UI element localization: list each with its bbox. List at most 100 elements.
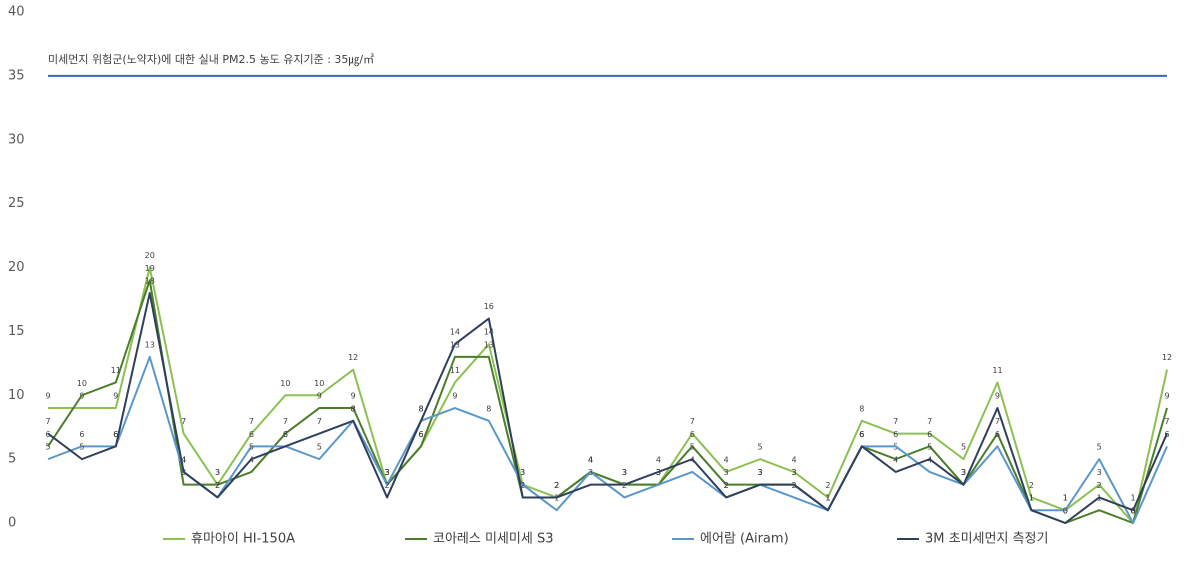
legend-label: 코아레스 미세미세 S3 bbox=[433, 532, 553, 547]
value-label: 4 bbox=[588, 455, 593, 464]
value-label: 9 bbox=[317, 392, 322, 401]
value-label: 3 bbox=[215, 468, 220, 477]
y-tick-label: 25 bbox=[8, 196, 25, 211]
value-label: 6 bbox=[283, 430, 288, 439]
y-tick-label: 20 bbox=[8, 260, 25, 275]
value-label: 2 bbox=[215, 481, 220, 490]
value-label: 1 bbox=[1029, 494, 1034, 503]
value-label: 12 bbox=[348, 353, 358, 362]
value-label: 3 bbox=[791, 468, 796, 477]
value-label: 5 bbox=[45, 443, 50, 452]
value-label: 4 bbox=[181, 455, 186, 464]
value-label: 3 bbox=[385, 468, 390, 477]
value-label: 5 bbox=[961, 443, 966, 452]
value-label: 3 bbox=[520, 468, 525, 477]
series-line bbox=[47, 292, 1168, 524]
value-label: 9 bbox=[351, 392, 356, 401]
value-label: 12 bbox=[1162, 353, 1172, 362]
value-label: 9 bbox=[45, 392, 50, 401]
value-label: 1 bbox=[1131, 494, 1136, 503]
value-label: 6 bbox=[859, 430, 864, 439]
value-label: 9 bbox=[113, 392, 118, 401]
value-label: 7 bbox=[249, 417, 254, 426]
y-tick-label: 35 bbox=[8, 68, 25, 83]
value-label: 8 bbox=[486, 404, 491, 413]
value-label: 3 bbox=[588, 468, 593, 477]
value-label: 6 bbox=[690, 430, 695, 439]
value-label: 13 bbox=[484, 340, 494, 349]
value-label: 5 bbox=[927, 443, 932, 452]
value-label: 4 bbox=[724, 455, 729, 464]
value-label: 7 bbox=[893, 417, 898, 426]
value-label: 9 bbox=[995, 392, 1000, 401]
value-label: 4 bbox=[588, 455, 593, 464]
value-label: 5 bbox=[249, 443, 254, 452]
value-label: 1 bbox=[825, 494, 830, 503]
value-label: 9 bbox=[1164, 392, 1169, 401]
value-label: 11 bbox=[111, 366, 121, 375]
value-label: 11 bbox=[992, 366, 1002, 375]
value-label: 3 bbox=[520, 468, 525, 477]
value-label: 8 bbox=[351, 404, 356, 413]
value-label: 8 bbox=[418, 404, 423, 413]
value-label: 6 bbox=[418, 430, 423, 439]
value-label: 6 bbox=[249, 430, 254, 439]
value-label: 3 bbox=[961, 468, 966, 477]
value-label: 3 bbox=[758, 468, 763, 477]
value-label: 8 bbox=[351, 404, 356, 413]
value-label: 2 bbox=[520, 481, 525, 490]
value-label: 6 bbox=[113, 430, 118, 439]
value-label: 2 bbox=[385, 481, 390, 490]
value-label: 2 bbox=[724, 481, 729, 490]
value-label: 6 bbox=[859, 430, 864, 439]
value-label: 1 bbox=[1029, 494, 1034, 503]
value-label: 3 bbox=[1097, 468, 1102, 477]
value-label: 0 bbox=[1063, 507, 1068, 516]
value-label: 7 bbox=[181, 417, 186, 426]
value-label: 6 bbox=[893, 430, 898, 439]
value-label: 1 bbox=[825, 494, 830, 503]
value-label: 5 bbox=[1097, 443, 1102, 452]
value-label: 8 bbox=[418, 404, 423, 413]
value-label: 11 bbox=[450, 366, 460, 375]
value-label: 3 bbox=[385, 468, 390, 477]
value-label: 9 bbox=[452, 392, 457, 401]
value-label: 4 bbox=[791, 455, 796, 464]
value-label: 1 bbox=[1063, 494, 1068, 503]
value-label: 3 bbox=[758, 468, 763, 477]
value-label: 4 bbox=[588, 455, 593, 464]
value-label: 16 bbox=[484, 302, 494, 311]
value-label: 6 bbox=[113, 430, 118, 439]
value-label: 7 bbox=[317, 417, 322, 426]
y-tick-label: 15 bbox=[8, 324, 25, 339]
value-label: 5 bbox=[317, 443, 322, 452]
value-label: 14 bbox=[450, 328, 460, 337]
value-label: 3 bbox=[385, 468, 390, 477]
value-label: 2 bbox=[825, 481, 830, 490]
value-label: 3 bbox=[758, 468, 763, 477]
value-label: 1 bbox=[825, 494, 830, 503]
value-label: 6 bbox=[927, 430, 932, 439]
y-tick-label: 5 bbox=[8, 452, 16, 467]
value-label: 5 bbox=[79, 443, 84, 452]
legend-label: 휴마아이 HI-150A bbox=[191, 532, 295, 547]
value-label: 6 bbox=[418, 430, 423, 439]
reference-label: 미세먼지 위험군(노약자)에 대한 실내 PM2.5 농도 유지기준 : 35㎍… bbox=[48, 52, 374, 66]
value-label: 3 bbox=[215, 468, 220, 477]
value-label: 10 bbox=[280, 379, 290, 388]
value-label: 3 bbox=[724, 468, 729, 477]
value-label: 3 bbox=[622, 468, 627, 477]
value-label: 10 bbox=[77, 379, 87, 388]
value-label: 20 bbox=[145, 251, 155, 260]
value-label: 5 bbox=[690, 443, 695, 452]
value-label: 7 bbox=[927, 417, 932, 426]
value-label: 6 bbox=[995, 430, 1000, 439]
value-label: 18 bbox=[145, 277, 155, 286]
value-label: 4 bbox=[656, 455, 661, 464]
value-label: 5 bbox=[758, 443, 763, 452]
legend-label: 3M 초미세먼지 측정기 bbox=[925, 532, 1048, 547]
value-label: 7 bbox=[995, 417, 1000, 426]
value-label: 3 bbox=[961, 468, 966, 477]
value-label: 7 bbox=[690, 417, 695, 426]
